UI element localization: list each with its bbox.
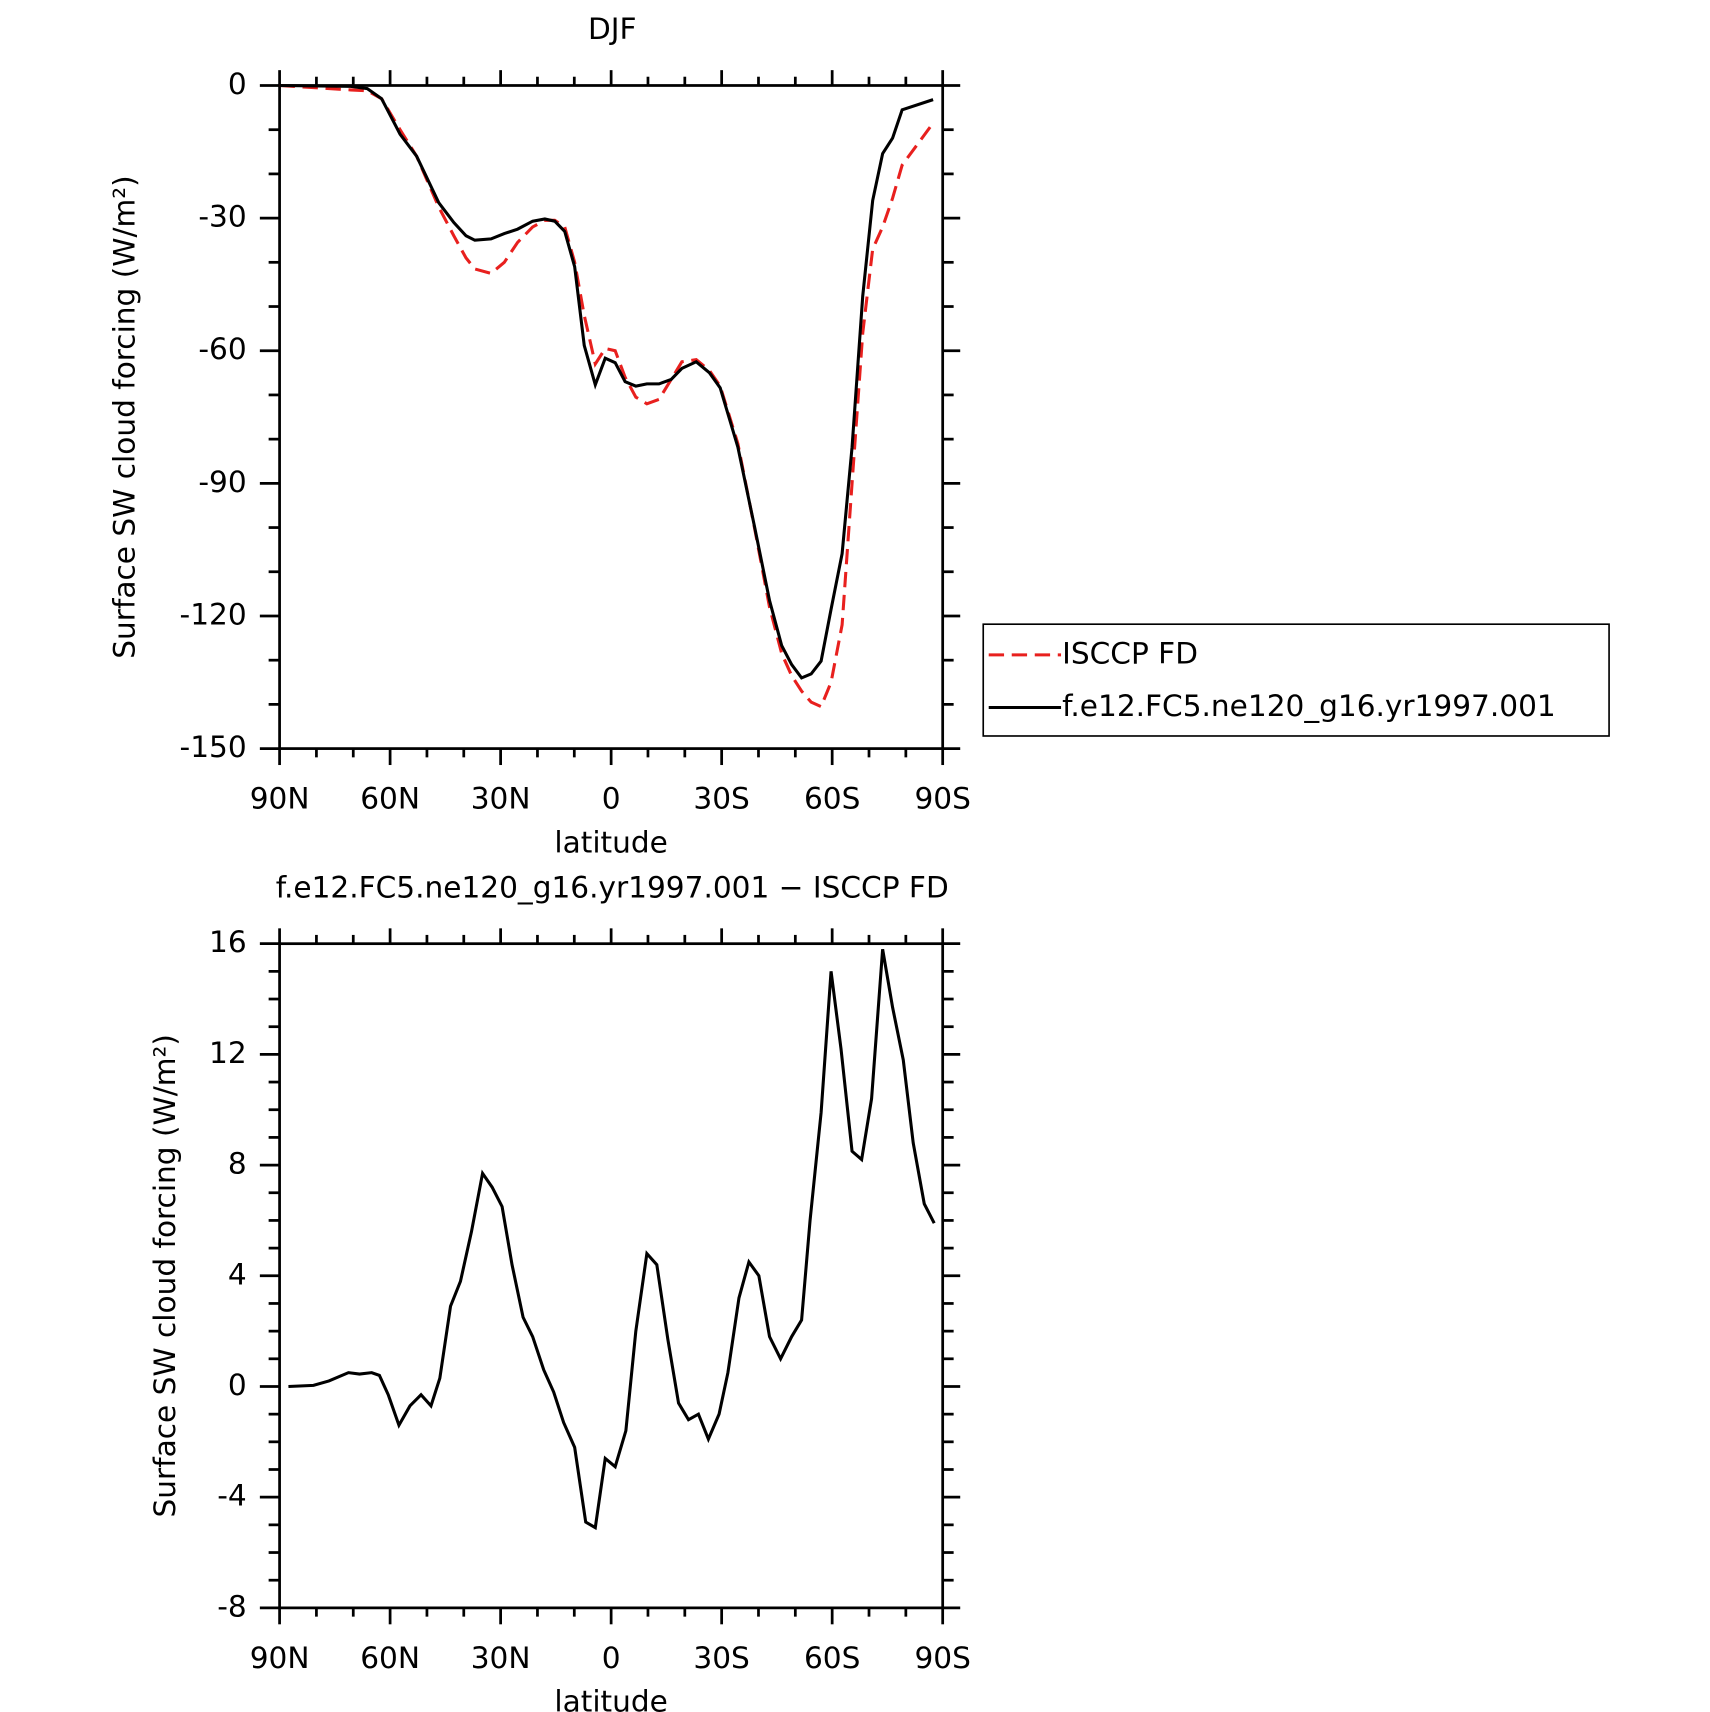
x-tick-label: 60S	[804, 782, 860, 816]
y-tick-label: -90	[198, 465, 246, 499]
plot-frame	[278, 84, 945, 750]
y-tick-label: 16	[209, 925, 247, 959]
x-tick-label: 0	[602, 1641, 621, 1675]
x-tick-label: 0	[602, 782, 621, 816]
data-line	[279, 83, 935, 709]
y-axis-label: Surface SW cloud forcing (W/m²)	[108, 175, 142, 658]
x-tick-label: 90N	[250, 782, 310, 816]
x-tick-label: 90S	[914, 1641, 970, 1675]
x-tick-label: 60N	[360, 1641, 420, 1675]
y-tick-label: 8	[228, 1147, 247, 1181]
y-tick-label: 12	[209, 1036, 247, 1070]
x-axis-label: latitude	[554, 1685, 667, 1712]
x-tick-label: 60N	[360, 782, 420, 816]
y-tick-label: -4	[217, 1479, 247, 1513]
data-line	[279, 83, 934, 680]
chart-title: DJF	[588, 12, 637, 46]
y-tick-label: 0	[228, 67, 247, 101]
x-tick-label: 90N	[250, 1641, 310, 1675]
x-tick-label: 30N	[471, 782, 531, 816]
x-axis-label: latitude	[554, 825, 667, 859]
y-tick-label: 4	[228, 1257, 247, 1291]
y-tick-label: -120	[180, 597, 247, 631]
x-tick-label: 30N	[471, 1641, 531, 1675]
y-tick-label: -8	[217, 1589, 247, 1623]
x-tick-label: 90S	[914, 782, 970, 816]
legend-label: f.e12.FC5.ne120_g16.yr1997.001	[1062, 689, 1556, 723]
y-tick-label: -150	[180, 730, 247, 764]
y-axis-label: Surface SW cloud forcing (W/m²)	[148, 1034, 182, 1517]
x-tick-label: 30S	[693, 1641, 749, 1675]
legend-box	[982, 623, 1610, 737]
chart-title: f.e12.FC5.ne120_g16.yr1997.001 − ISCCP F…	[276, 870, 949, 904]
plot-frame	[278, 942, 945, 1610]
legend-label: ISCCP FD	[1062, 636, 1198, 670]
y-tick-label: 0	[228, 1368, 247, 1402]
data-line	[288, 948, 936, 1531]
y-tick-label: -30	[198, 200, 246, 234]
x-tick-label: 60S	[804, 1641, 860, 1675]
y-tick-label: -60	[198, 332, 246, 366]
x-tick-label: 30S	[693, 782, 749, 816]
